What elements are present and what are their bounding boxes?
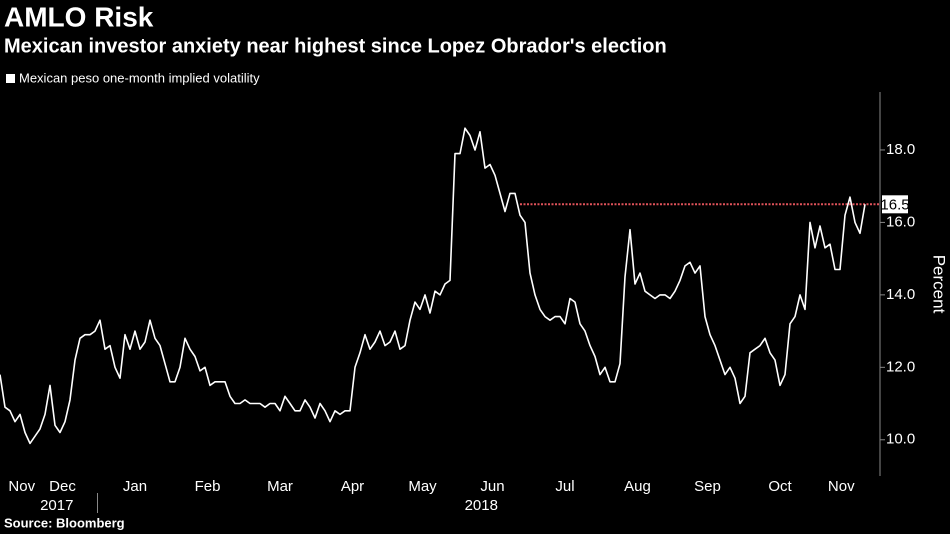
x-tick-label: Oct bbox=[768, 478, 792, 495]
x-tick-label: Dec bbox=[49, 478, 76, 495]
chart-title: AMLO Risk bbox=[4, 1, 154, 32]
legend-swatch bbox=[6, 74, 15, 83]
x-tick-label: Jan bbox=[123, 478, 147, 495]
x-tick-label: Feb bbox=[195, 478, 221, 495]
x-tick-label: Mar bbox=[267, 478, 293, 495]
y-tick-label: 16.0 bbox=[886, 213, 915, 230]
x-tick-label: Jun bbox=[480, 478, 504, 495]
y-tick-label: 12.0 bbox=[886, 358, 915, 375]
chart-subtitle: Mexican investor anxiety near highest si… bbox=[4, 35, 667, 57]
y-tick-label: 18.0 bbox=[886, 141, 915, 158]
reference-label: 16.5 bbox=[880, 196, 909, 213]
y-tick-label: 10.0 bbox=[886, 431, 915, 448]
x-tick-label: May bbox=[408, 478, 437, 495]
year-label: 2017 bbox=[40, 497, 73, 514]
source: Source: Bloomberg bbox=[4, 515, 125, 530]
x-tick-label: Nov bbox=[8, 478, 35, 495]
x-tick-label: Sep bbox=[694, 478, 721, 495]
y-axis-label: Percent bbox=[930, 255, 949, 314]
year-label: 2018 bbox=[465, 497, 498, 514]
x-tick-label: Jul bbox=[555, 478, 574, 495]
legend-label: Mexican peso one-month implied volatilit… bbox=[19, 70, 260, 85]
x-tick-label: Aug bbox=[624, 478, 651, 495]
reference-label-box bbox=[882, 195, 908, 214]
x-tick-label: Nov bbox=[828, 478, 855, 495]
x-tick-label: Apr bbox=[341, 478, 364, 495]
data-line bbox=[0, 127, 866, 445]
y-tick-label: 14.0 bbox=[886, 286, 915, 303]
